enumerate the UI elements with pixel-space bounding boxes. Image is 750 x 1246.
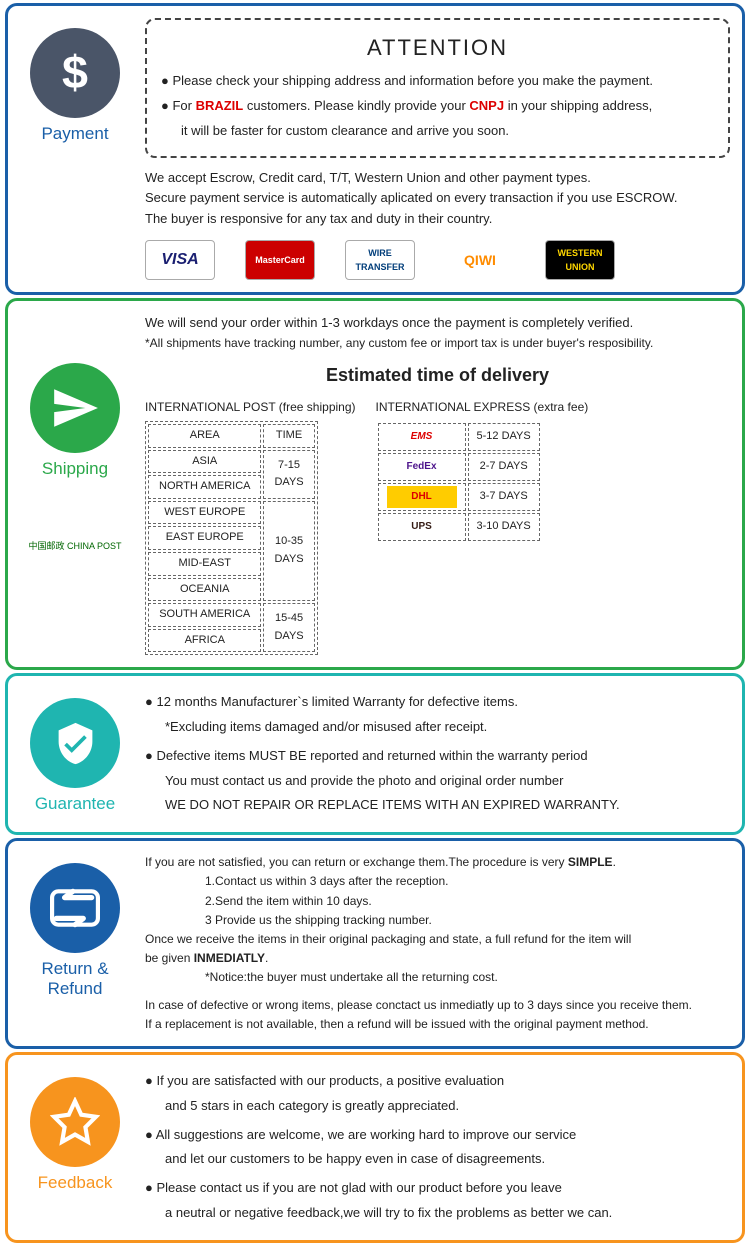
payment-label: Payment <box>20 124 130 144</box>
shipping-text-1: We will send your order within 1-3 workd… <box>145 313 730 334</box>
feedback-b3a: a neutral or negative feedback,we will t… <box>145 1203 730 1224</box>
payment-section: $ Payment ATTENTION ● Please check your … <box>5 3 745 295</box>
return-content: If you are not satisfied, you can return… <box>145 853 730 1034</box>
shipping-content: We will send your order within 1-3 workd… <box>145 313 730 655</box>
western-union-logo: WESTERN UNION <box>545 240 615 280</box>
china-post-logo: 中国邮政 CHINA POST <box>20 539 130 552</box>
payment-text-1: We accept Escrow, Credit card, T/T, West… <box>145 168 730 189</box>
payment-text-3: The buyer is responsive for any tax and … <box>145 209 730 230</box>
return-p3: In case of defective or wrong items, ple… <box>145 996 730 1015</box>
return-s1: 1.Contact us within 3 days after the rec… <box>145 872 730 891</box>
ems-logo: EMS <box>387 426 457 448</box>
return-note: *Notice:the buyer must undertake all the… <box>145 968 730 987</box>
attention-box: ATTENTION ● Please check your shipping a… <box>145 18 730 158</box>
payment-logos: VISA MasterCard WIRE TRANSFER QIWI WESTE… <box>145 240 730 280</box>
attention-bullet-1: ● Please check your shipping address and… <box>161 71 714 92</box>
feedback-b2a: and let our customers to be happy even i… <box>145 1149 730 1170</box>
return-s3: 3 Provide us the shipping tracking numbe… <box>145 911 730 930</box>
svg-text:$: $ <box>62 48 88 98</box>
feedback-b3: ● Please contact us if you are not glad … <box>145 1178 730 1199</box>
shipping-section: Shipping 中国邮政 CHINA POST We will send yo… <box>5 298 745 670</box>
visa-logo: VISA <box>145 240 215 280</box>
guarantee-b2: ● Defective items MUST BE reported and r… <box>145 746 730 767</box>
attention-bullet-2: ● For BRAZIL customers. Please kindly pr… <box>161 96 714 117</box>
payment-icon-col: $ Payment <box>20 18 130 280</box>
feedback-b2: ● All suggestions are welcome, we are wo… <box>145 1125 730 1146</box>
guarantee-b1: ● 12 months Manufacturer`s limited Warra… <box>145 692 730 713</box>
return-s2: 2.Send the item within 10 days. <box>145 892 730 911</box>
feedback-icon-col: Feedback <box>20 1067 130 1228</box>
star-icon <box>30 1077 120 1167</box>
feedback-section: Feedback ● If you are satisfacted with o… <box>5 1052 745 1243</box>
intl-express-head: INTERNATIONAL EXPRESS (extra fee) <box>376 398 589 417</box>
mastercard-logo: MasterCard <box>245 240 315 280</box>
dollar-icon: $ <box>30 28 120 118</box>
return-arrow-icon <box>30 863 120 953</box>
intl-post-table: AREATIME ASIA7-15DAYS NORTH AMERICA WEST… <box>145 421 318 655</box>
ups-logo: UPS <box>387 516 457 538</box>
shipping-text-2: *All shipments have tracking number, any… <box>145 334 730 353</box>
guarantee-b1s: *Excluding items damaged and/or misused … <box>145 717 730 738</box>
return-label: Return & Refund <box>20 959 130 999</box>
feedback-b1a: and 5 stars in each category is greatly … <box>145 1096 730 1117</box>
shipping-label: Shipping <box>20 459 130 479</box>
intl-post-col: INTERNATIONAL POST (free shipping) AREAT… <box>145 398 356 656</box>
shipping-tables-row: INTERNATIONAL POST (free shipping) AREAT… <box>145 398 730 656</box>
guarantee-icon-col: Guarantee <box>20 688 130 820</box>
dhl-logo: DHL <box>387 486 457 508</box>
fedex-logo: FedEx <box>387 456 457 478</box>
shipping-icon-col: Shipping 中国邮政 CHINA POST <box>20 313 130 655</box>
feedback-label: Feedback <box>20 1173 130 1193</box>
intl-express-table: EMS5-12 DAYS FedEx2-7 DAYS DHL3-7 DAYS U… <box>376 421 542 543</box>
shield-check-icon <box>30 698 120 788</box>
return-p4: If a replacement is not available, then … <box>145 1015 730 1034</box>
guarantee-section: Guarantee ● 12 months Manufacturer`s lim… <box>5 673 745 835</box>
return-p2b: be given INMEDIATLY. <box>145 949 730 968</box>
feedback-content: ● If you are satisfacted with our produc… <box>145 1067 730 1228</box>
guarantee-content: ● 12 months Manufacturer`s limited Warra… <box>145 688 730 820</box>
qiwi-logo: QIWI <box>445 240 515 280</box>
estimated-delivery-title: Estimated time of delivery <box>145 361 730 390</box>
guarantee-b2a: You must contact us and provide the phot… <box>145 771 730 792</box>
payment-text-2: Secure payment service is automatically … <box>145 188 730 209</box>
attention-title: ATTENTION <box>161 30 714 65</box>
return-p1: If you are not satisfied, you can return… <box>145 853 730 872</box>
intl-post-head: INTERNATIONAL POST (free shipping) <box>145 398 356 417</box>
paper-plane-icon <box>30 363 120 453</box>
return-section: Return & Refund If you are not satisfied… <box>5 838 745 1049</box>
guarantee-label: Guarantee <box>20 794 130 814</box>
feedback-b1: ● If you are satisfacted with our produc… <box>145 1071 730 1092</box>
return-icon-col: Return & Refund <box>20 853 130 1034</box>
guarantee-b2b: WE DO NOT REPAIR OR REPLACE ITEMS WITH A… <box>145 795 730 816</box>
payment-content: ATTENTION ● Please check your shipping a… <box>145 18 730 280</box>
attention-bullet-2b: it will be faster for custom clearance a… <box>161 121 714 142</box>
return-p2a: Once we receive the items in their origi… <box>145 930 730 949</box>
intl-express-col: INTERNATIONAL EXPRESS (extra fee) EMS5-1… <box>376 398 589 543</box>
wire-transfer-logo: WIRE TRANSFER <box>345 240 415 280</box>
